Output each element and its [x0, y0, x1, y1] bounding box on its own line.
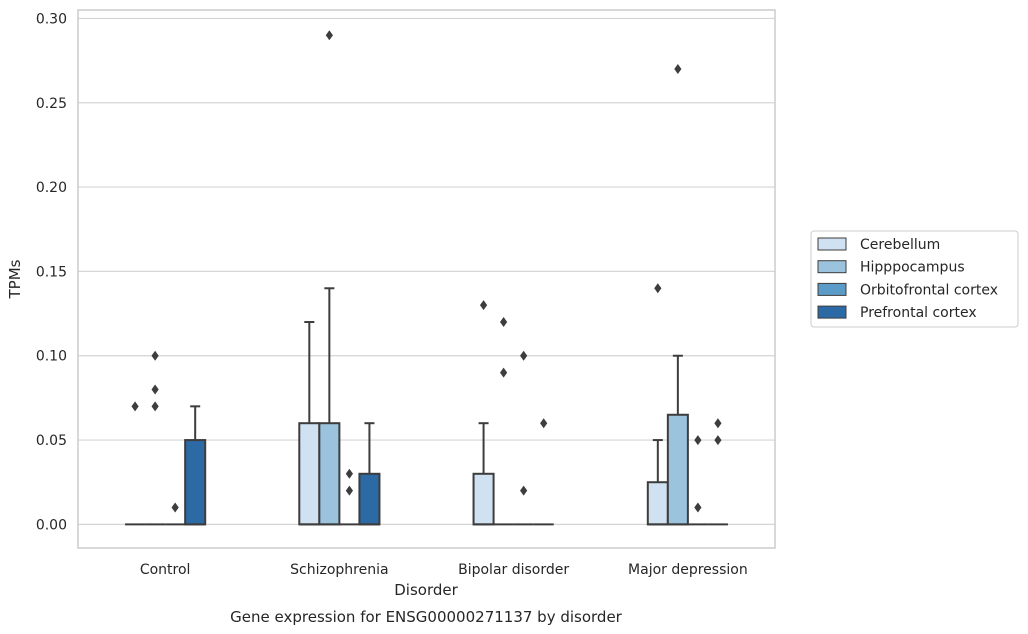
- y-tick-label-2: 0.10: [36, 349, 67, 365]
- legend-item-0: Cerebellum: [817, 237, 940, 253]
- figure-caption: Gene expression for ENSG00000271137 by d…: [230, 608, 623, 626]
- outlier-point-0: [520, 485, 528, 496]
- x-tick-label-3: Major depression: [628, 562, 748, 578]
- box-3-3: [707, 418, 728, 526]
- outlier-point-1: [500, 317, 508, 328]
- outlier-point-0: [345, 485, 353, 496]
- y-axis-title: TPMs: [6, 259, 24, 299]
- box-1-2: [493, 317, 514, 526]
- y-tick-label-1: 0.05: [36, 433, 67, 449]
- x-tick-label-1: Schizophrenia: [290, 562, 388, 578]
- x-axis-ticks: Control Schizophrenia Bipolar disorder Majo…: [140, 562, 748, 578]
- legend-swatch: [817, 237, 847, 251]
- y-tick-label-0: 0.00: [36, 517, 67, 533]
- outlier-point-1: [345, 468, 353, 479]
- legend-swatch: [817, 305, 847, 319]
- box-series: [125, 30, 728, 526]
- legend-item-2: Orbitofrontal cortex: [817, 282, 998, 298]
- box-3-0: [184, 405, 207, 526]
- box-0-1: [298, 321, 321, 526]
- outlier-point-0: [694, 502, 702, 513]
- y-tick-label-5: 0.25: [36, 96, 67, 112]
- box-2-1: [339, 468, 360, 526]
- legend-item-3: Prefrontal cortex: [817, 305, 977, 321]
- legend-frame: [810, 230, 1019, 328]
- x-tick-label-2: Bipolar disorder: [458, 562, 569, 578]
- outlier-point-1: [151, 384, 159, 395]
- box-0-3: [646, 283, 669, 526]
- outlier-point-0: [479, 300, 488, 311]
- legend-items: Cerebellum Hipppocampus Orbitofrontal cort…: [817, 237, 998, 321]
- box-body: [472, 472, 495, 526]
- box-1-1: [318, 30, 341, 526]
- y-tick-label-6: 0.30: [36, 11, 67, 27]
- x-axis-title: Disorder: [394, 581, 458, 599]
- legend-label: Orbitofrontal cortex: [860, 282, 998, 298]
- box-body: [666, 413, 689, 526]
- outlier-point-0: [325, 30, 333, 41]
- legend-item-1: Hipppocampus: [817, 260, 965, 276]
- box-body: [318, 422, 341, 526]
- box-body: [646, 481, 669, 526]
- outlier-point-0: [131, 401, 139, 412]
- outlier-point-1: [520, 350, 528, 361]
- y-tick-label-4: 0.20: [36, 180, 67, 196]
- box-3-1: [358, 422, 381, 526]
- outlier-point-0: [540, 418, 548, 429]
- plot-frame: [77, 9, 776, 549]
- outlier-point-0: [714, 435, 722, 446]
- outlier-point-0: [171, 502, 179, 513]
- box-3-2: [533, 418, 554, 526]
- outlier-point-0: [151, 401, 159, 412]
- box-2-3: [687, 435, 708, 526]
- outlier-point-1: [714, 418, 722, 429]
- box-0-2: [472, 300, 495, 526]
- legend-label: Cerebellum: [860, 237, 940, 253]
- outlier-point-2: [151, 350, 159, 361]
- outlier-point-0: [674, 64, 682, 75]
- legend-label: Hipppocampus: [860, 260, 965, 276]
- legend-swatch: [817, 282, 847, 296]
- box-1-0: [145, 350, 166, 526]
- box-body: [358, 472, 381, 526]
- outlier-point-0: [654, 283, 662, 294]
- y-tick-label-3: 0.15: [36, 264, 67, 280]
- outlier-point-0: [500, 367, 508, 378]
- box-2-0: [165, 502, 186, 526]
- box-body: [184, 439, 207, 526]
- box-0-0: [125, 401, 146, 526]
- legend-swatch: [817, 260, 847, 274]
- y-axis-ticks: 0.00 0.05 0.10 0.15 0.20 0.25 0.30: [36, 11, 67, 533]
- x-tick-label-0: Control: [140, 562, 191, 578]
- box-1-3: [666, 64, 689, 526]
- legend: Cerebellum Hipppocampus Orbitofrontal cort…: [810, 230, 1019, 328]
- box-2-2: [513, 350, 534, 526]
- legend-label: Prefrontal cortex: [860, 305, 977, 321]
- outlier-point-1: [694, 435, 702, 446]
- box-body: [298, 422, 321, 526]
